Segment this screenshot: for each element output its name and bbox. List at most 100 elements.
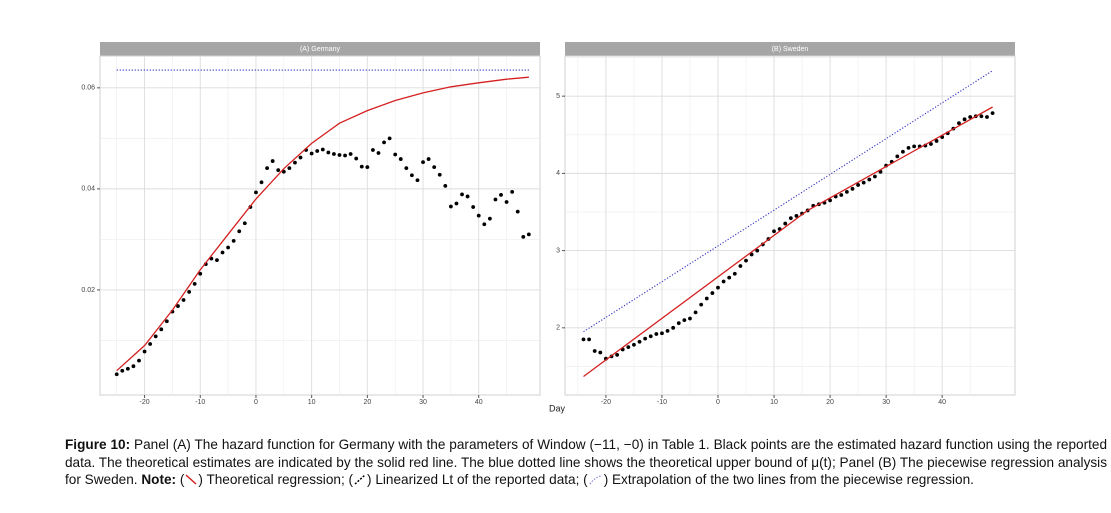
data-point xyxy=(343,153,347,158)
note-label: Note: xyxy=(141,472,177,487)
data-point xyxy=(270,159,275,163)
data-point xyxy=(626,345,631,350)
data-point xyxy=(676,321,681,326)
data-point xyxy=(142,349,147,354)
y-tick-label: 5 xyxy=(556,93,560,100)
data-point xyxy=(755,248,760,253)
y-tick-label: 2 xyxy=(556,325,560,332)
data-point xyxy=(382,140,386,145)
x-tick-label: 30 xyxy=(882,399,890,406)
data-point xyxy=(276,168,281,173)
x-tick-label: 40 xyxy=(938,399,946,406)
data-point xyxy=(226,245,231,250)
data-point xyxy=(187,290,192,294)
data-point xyxy=(437,172,442,177)
data-point xyxy=(265,166,269,171)
panel-bg xyxy=(99,55,541,396)
data-point xyxy=(131,364,136,369)
data-point xyxy=(476,213,481,218)
x-tick-label: 30 xyxy=(419,399,427,406)
data-point xyxy=(487,216,492,221)
x-tick-label: -10 xyxy=(195,399,205,406)
data-point xyxy=(398,157,403,161)
data-point xyxy=(198,271,203,276)
data-point xyxy=(587,337,591,342)
x-tick-label: 20 xyxy=(826,399,834,406)
data-point xyxy=(348,152,353,156)
fit-line xyxy=(583,106,993,378)
data-point xyxy=(592,349,597,353)
data-point xyxy=(839,193,844,197)
data-point xyxy=(873,174,877,179)
data-point xyxy=(710,291,715,295)
data-point xyxy=(660,331,664,336)
x-tick-label: -20 xyxy=(139,399,149,406)
data-point xyxy=(934,139,939,143)
data-point xyxy=(231,239,236,243)
y-tick-label: 4 xyxy=(556,170,560,177)
data-point xyxy=(114,372,119,377)
data-point xyxy=(738,264,743,268)
x-tick-label: -20 xyxy=(601,399,611,406)
data-point xyxy=(699,302,704,307)
data-point xyxy=(448,204,453,209)
data-point xyxy=(693,310,698,315)
x-tick-label: 40 xyxy=(475,399,483,406)
x-tick-label: 0 xyxy=(716,399,720,406)
data-point xyxy=(615,352,620,357)
x-axis-label: Day xyxy=(549,403,566,413)
data-point xyxy=(850,186,855,191)
data-point xyxy=(120,368,125,373)
data-point xyxy=(598,350,603,355)
fit-line xyxy=(116,76,529,372)
y-tick-label: 0.04 xyxy=(81,186,95,193)
data-point xyxy=(783,221,788,226)
y-tick-label: 0.06 xyxy=(81,85,95,92)
data-point xyxy=(404,166,409,171)
note-text: ) Theoretical regression; ( xyxy=(198,472,354,487)
data-point xyxy=(237,229,242,234)
data-point xyxy=(454,201,459,206)
data-point xyxy=(293,160,297,165)
data-point xyxy=(867,177,872,182)
data-point xyxy=(426,157,431,161)
data-point xyxy=(637,339,642,344)
data-point xyxy=(153,334,158,339)
data-point xyxy=(148,342,153,346)
data-point xyxy=(259,180,264,185)
data-point xyxy=(844,190,849,194)
x-tick-label: 0 xyxy=(254,399,258,406)
data-point xyxy=(654,332,659,336)
data-point xyxy=(465,194,470,199)
data-point xyxy=(957,121,961,126)
data-point xyxy=(443,183,448,188)
data-point xyxy=(192,281,197,286)
x-tick-label: -10 xyxy=(657,399,667,406)
data-point xyxy=(727,275,732,280)
data-point xyxy=(721,279,726,284)
data-point xyxy=(990,111,995,116)
data-point xyxy=(159,327,164,332)
data-point xyxy=(315,149,320,153)
data-point xyxy=(510,190,515,194)
data-point xyxy=(979,114,984,119)
note-text: ) Extrapolation of the two lines from th… xyxy=(603,472,974,487)
data-point xyxy=(281,169,286,174)
data-point xyxy=(895,154,900,159)
data-point xyxy=(716,285,720,290)
data-point xyxy=(515,209,520,214)
data-point xyxy=(912,144,917,149)
x-tick-label: 10 xyxy=(770,399,778,406)
x-tick-label: 10 xyxy=(308,399,316,406)
data-point xyxy=(526,232,531,237)
figure: Day(A) Germany-20 -10 0 10 20 30 400.020.040.0… xyxy=(81,42,1016,413)
note-text: ( xyxy=(176,472,185,487)
data-point xyxy=(732,271,737,276)
data-point xyxy=(309,151,314,156)
x-tick-label: 20 xyxy=(363,399,371,406)
caption: Figure 10: Panel (A) The hazard function… xyxy=(65,436,1107,489)
data-point xyxy=(906,145,911,150)
data-point xyxy=(125,366,130,371)
y-tick-label: 3 xyxy=(556,247,560,254)
